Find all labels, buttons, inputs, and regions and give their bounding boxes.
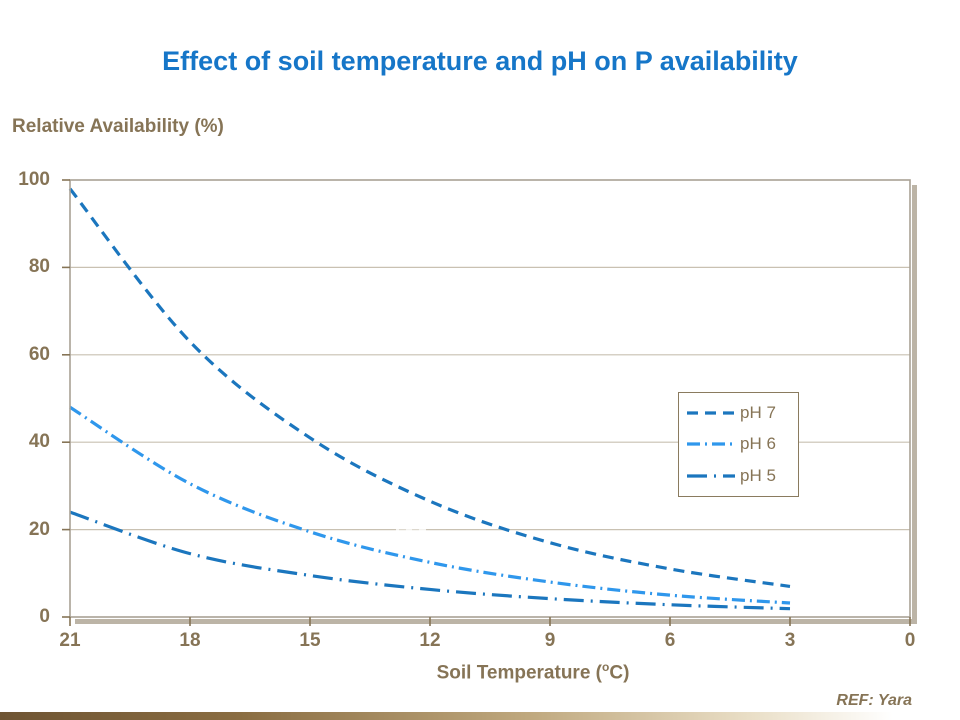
- y-tick-label-0: 0: [39, 606, 50, 627]
- series-line-ph-7: [68, 187, 791, 588]
- bottom-gradient-bar: [0, 712, 960, 720]
- plot-shadow-bottom: [75, 619, 917, 624]
- y-tick-label-60: 60: [28, 343, 50, 365]
- x-tick-label-12: 12: [419, 630, 441, 651]
- legend-label: pH 7: [740, 402, 776, 422]
- x-axis-title-unit: C): [609, 662, 630, 684]
- x-tick-label-9: 9: [544, 630, 556, 651]
- x-tick-label-18: 18: [179, 630, 201, 651]
- series-line-ph-5: [69, 510, 791, 611]
- y-axis-title: Relative Availability (%): [12, 116, 224, 137]
- legend-item-ph-5: pH 5: [687, 466, 790, 486]
- y-tick-label-100: 100: [18, 169, 50, 190]
- x-tick-label-21: 21: [59, 630, 81, 651]
- legend-item-ph-7: pH 7: [687, 403, 790, 423]
- x-axis-title: Soil Temperature (oC): [437, 660, 630, 684]
- y-tick-label-40: 40: [28, 431, 50, 453]
- x-axis-degree-sup: o: [602, 660, 610, 674]
- series-line-ph-6: [69, 405, 791, 605]
- x-tick-label-15: 15: [299, 630, 321, 651]
- legend-item-ph-6: pH 6: [687, 434, 790, 454]
- x-tick-label-0: 0: [904, 630, 916, 651]
- x-tick-label-3: 3: [784, 630, 796, 651]
- legend-label: pH 6: [740, 434, 776, 454]
- plot-border: [69, 179, 911, 618]
- legend: pH 7 pH 6 pH 5: [678, 392, 799, 497]
- plot-shadow-right: [912, 185, 917, 624]
- reference-text: REF: Yara: [836, 692, 912, 709]
- gridline-faded-patch: [396, 526, 426, 533]
- y-tick-label-20: 20: [28, 518, 50, 540]
- legend-label: pH 5: [740, 466, 776, 486]
- legend-line-sample: [687, 411, 735, 415]
- y-tick-label-80: 80: [28, 256, 50, 278]
- x-axis-title-text: Soil Temperature (: [436, 662, 602, 684]
- legend-line-sample: [687, 442, 735, 447]
- x-tick-label-6: 6: [664, 630, 676, 651]
- legend-line-sample: [687, 474, 735, 478]
- chart-title: Effect of soil temperature and pH on P a…: [162, 46, 798, 76]
